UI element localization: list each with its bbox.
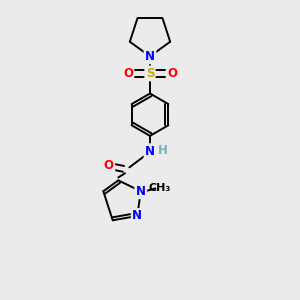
Text: H: H — [158, 144, 167, 157]
Text: N: N — [136, 185, 146, 198]
Text: O: O — [167, 67, 177, 80]
Text: N: N — [145, 145, 155, 158]
Text: S: S — [146, 67, 154, 80]
Text: O: O — [123, 67, 133, 80]
Text: N: N — [132, 209, 142, 223]
Text: O: O — [104, 158, 114, 172]
Text: N: N — [145, 50, 155, 63]
Text: CH₃: CH₃ — [149, 183, 171, 193]
